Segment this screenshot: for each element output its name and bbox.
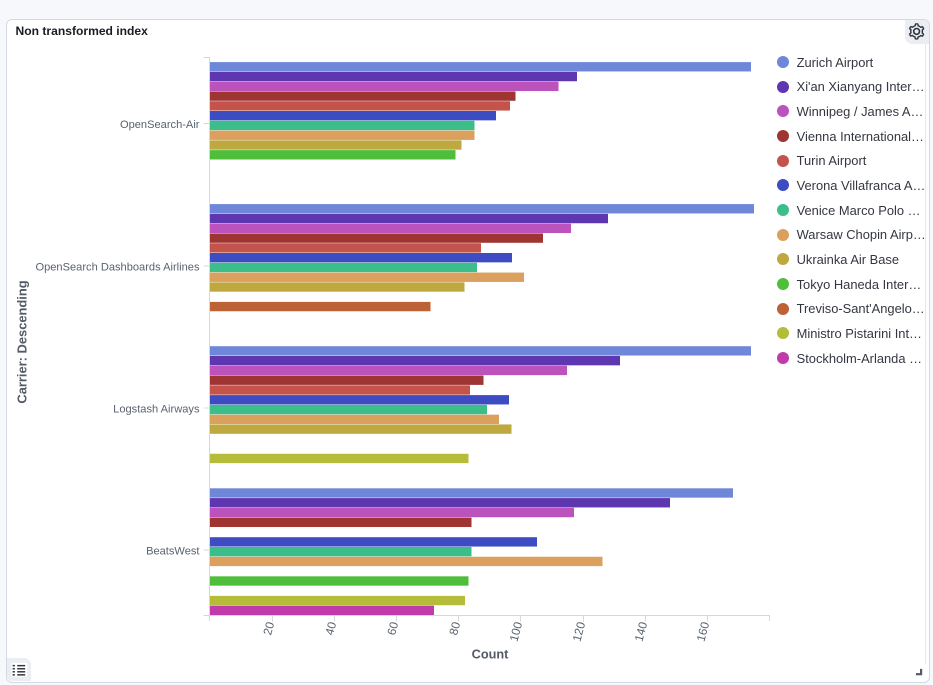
svg-text:40: 40 [322, 620, 339, 637]
svg-text:BeatsWest: BeatsWest [146, 545, 199, 557]
svg-text:80: 80 [446, 620, 463, 637]
svg-text:100: 100 [507, 620, 526, 643]
svg-text:OpenSearch-Air: OpenSearch-Air [120, 119, 200, 131]
svg-text:20: 20 [260, 620, 277, 637]
svg-text:140: 140 [632, 620, 651, 643]
svg-text:Count: Count [472, 648, 509, 662]
svg-text:Logstash Airways: Logstash Airways [113, 403, 200, 415]
svg-text:120: 120 [570, 620, 589, 643]
svg-text:OpenSearch Dashboards Airlines: OpenSearch Dashboards Airlines [35, 261, 199, 273]
svg-text:Carrier: Descending: Carrier: Descending [15, 280, 30, 403]
svg-text:160: 160 [694, 620, 713, 643]
svg-text:60: 60 [384, 620, 401, 637]
